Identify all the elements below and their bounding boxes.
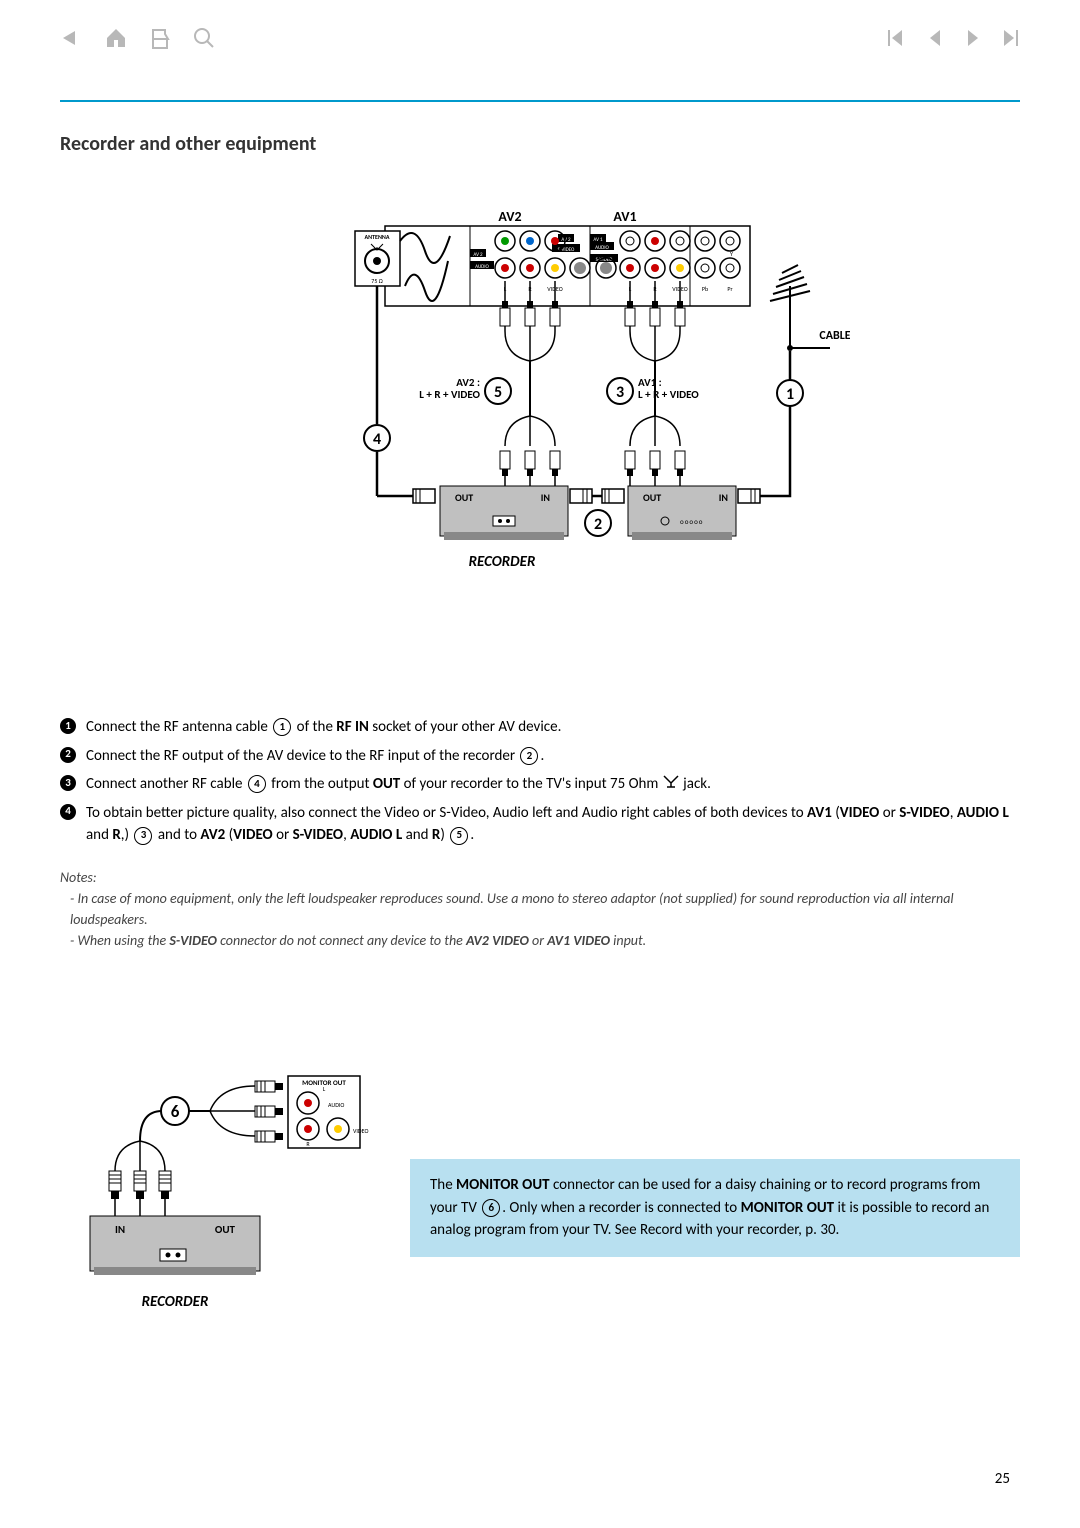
svg-text:ANTENNA: ANTENNA xyxy=(364,233,389,241)
connection-diagram-1: AV2 AV1 AV 2 AUDIO AV 2 S-VIDEO AV 1 AUD… xyxy=(60,186,1020,686)
monitor-out-info: The MONITOR OUT connector can be used fo… xyxy=(410,1159,1020,1257)
last-icon[interactable] xyxy=(1000,30,1020,51)
svg-text:IN: IN xyxy=(541,491,550,504)
svg-text:OUT: OUT xyxy=(455,491,473,504)
svg-text:2: 2 xyxy=(594,515,602,534)
step-2: 2 Connect the RF output of the AV device… xyxy=(60,745,1020,768)
notes-block: Notes: - In case of mono equipment, only… xyxy=(60,867,1020,951)
section-title: Recorder and other equipment xyxy=(60,132,1020,156)
svg-text:OUT: OUT xyxy=(215,1223,236,1236)
svg-text:IN: IN xyxy=(719,491,728,504)
svg-text:5: 5 xyxy=(494,383,502,402)
svg-text:OUT: OUT xyxy=(643,491,661,504)
monitor-out-plugs xyxy=(255,1081,283,1142)
ref-3: 3 xyxy=(134,827,152,845)
label-av1: AV1 xyxy=(613,208,636,225)
ref-2: 2 xyxy=(520,747,538,765)
step-bullet-3: 3 xyxy=(60,775,76,791)
svg-text:VIDEO: VIDEO xyxy=(353,1127,368,1135)
search-icon[interactable] xyxy=(192,26,216,55)
svg-text:AUDIO: AUDIO xyxy=(475,264,489,270)
svg-text:AUDIO: AUDIO xyxy=(595,245,609,251)
ref-5: 5 xyxy=(450,827,468,845)
top-right-icons xyxy=(888,30,1020,51)
svg-text:75 Ω: 75 Ω xyxy=(371,277,382,285)
print-icon[interactable] xyxy=(148,26,172,55)
svg-text:Y: Y xyxy=(730,250,733,258)
step-3: 3 Connect another RF cable 4 from the ou… xyxy=(60,773,1020,796)
svg-text:RECORDER: RECORDER xyxy=(142,1293,209,1311)
svg-text:Pb: Pb xyxy=(702,285,708,293)
connection-diagram-2: MONITOR OUT L AUDIO R VIDEO xyxy=(60,1071,370,1346)
lower-section: MONITOR OUT L AUDIO R VIDEO xyxy=(60,1071,1020,1346)
svg-text:L + R + VIDEO: L + R + VIDEO xyxy=(638,388,699,401)
ref-1: 1 xyxy=(273,718,291,736)
svg-text:4: 4 xyxy=(373,430,381,449)
svg-text:RECORDER: RECORDER xyxy=(469,553,536,571)
svg-text:AUDIO: AUDIO xyxy=(328,1101,344,1109)
section-divider xyxy=(60,100,1020,102)
svg-text:ooooo: ooooo xyxy=(680,517,703,526)
antenna-jack-icon xyxy=(662,773,680,796)
home-icon[interactable] xyxy=(104,26,128,55)
page-number: 25 xyxy=(995,1470,1010,1488)
svg-text:Pr: Pr xyxy=(727,285,732,293)
instruction-list: 1 Connect the RF antenna cable 1 of the … xyxy=(60,716,1020,847)
back-arrow-icon[interactable] xyxy=(60,28,84,53)
note-2: - When using the S-VIDEO connector do no… xyxy=(70,930,1020,951)
ref-6: 6 xyxy=(482,1199,500,1217)
top-nav-bar xyxy=(60,20,1020,60)
notes-title: Notes: xyxy=(60,867,1020,888)
step-bullet-1: 1 xyxy=(60,718,76,734)
svg-text:L + R + VIDEO: L + R + VIDEO xyxy=(419,388,480,401)
first-icon[interactable] xyxy=(888,30,908,51)
svg-text:AV 2: AV 2 xyxy=(473,252,483,258)
svg-text:3: 3 xyxy=(616,383,624,402)
svg-text:IN: IN xyxy=(115,1223,125,1236)
step-bullet-4: 4 xyxy=(60,804,76,820)
svg-text:1: 1 xyxy=(786,385,794,404)
top-left-icons xyxy=(60,26,216,55)
svg-text:CABLE: CABLE xyxy=(819,329,850,343)
prev-icon[interactable] xyxy=(928,30,944,51)
step-1: 1 Connect the RF antenna cable 1 of the … xyxy=(60,716,1020,739)
svg-text:AV 2: AV 2 xyxy=(561,237,571,243)
step-bullet-2: 2 xyxy=(60,747,76,763)
ref-4: 4 xyxy=(248,775,266,793)
label-av2: AV2 xyxy=(498,208,521,225)
step-4: 4 To obtain better picture quality, also… xyxy=(60,802,1020,847)
note-1: - In case of mono equipment, only the le… xyxy=(70,888,1020,930)
next-icon[interactable] xyxy=(964,30,980,51)
svg-text:6: 6 xyxy=(171,1101,180,1122)
